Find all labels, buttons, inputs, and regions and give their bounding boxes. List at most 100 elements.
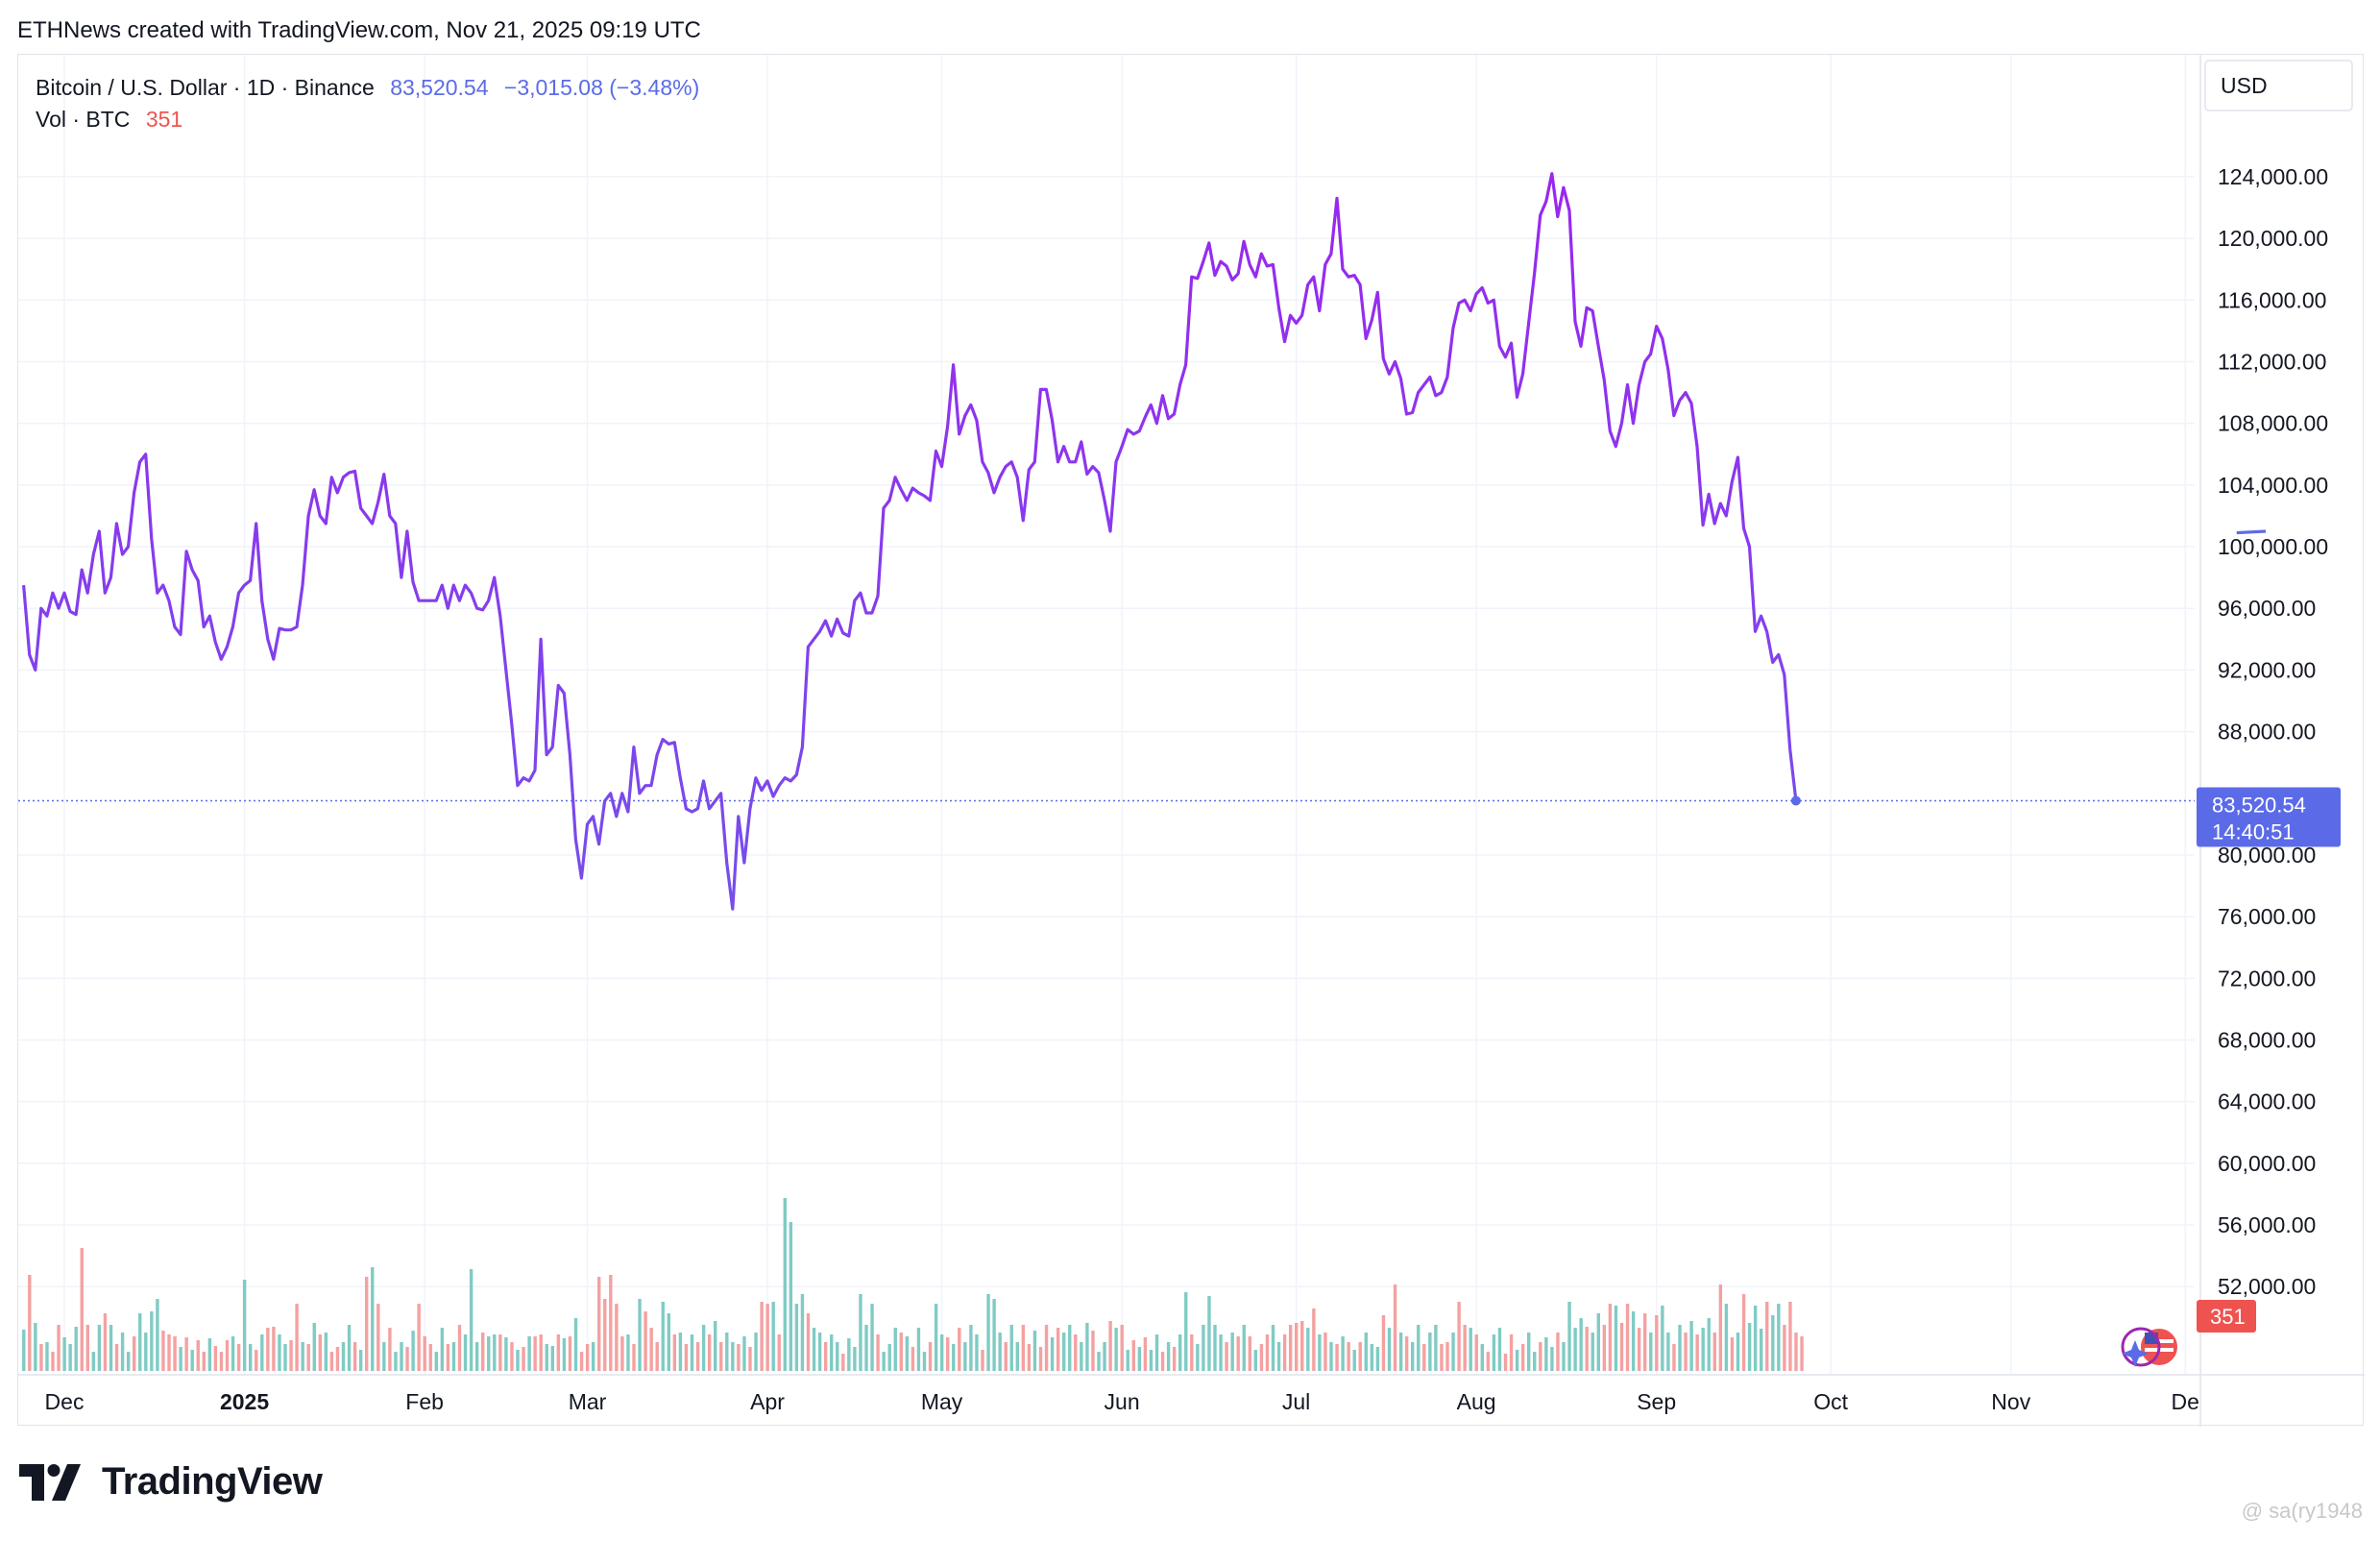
symbol-title[interactable]: Bitcoin / U.S. Dollar · 1D · Binance bbox=[36, 75, 375, 100]
volume-bar bbox=[1225, 1342, 1228, 1371]
volume-bar bbox=[347, 1325, 352, 1371]
price-chart[interactable]: 124,000.00 120,000.00 116,000.00 112,000.00… bbox=[18, 55, 2365, 1427]
currency-box[interactable] bbox=[2204, 60, 2353, 111]
volume-bar bbox=[958, 1328, 961, 1371]
y-tick-label: 72,000.00 bbox=[2218, 966, 2316, 991]
volume-bar bbox=[731, 1342, 735, 1371]
volume-bar bbox=[1004, 1342, 1008, 1371]
volume-bar bbox=[1236, 1336, 1240, 1371]
volume-bar bbox=[423, 1336, 426, 1371]
volume-bar bbox=[1544, 1337, 1548, 1371]
volume-bar bbox=[1451, 1333, 1455, 1371]
volume-bar bbox=[1643, 1313, 1647, 1371]
volume-bar bbox=[225, 1340, 230, 1371]
volume-bar bbox=[341, 1342, 346, 1371]
volume-bar bbox=[1074, 1334, 1078, 1371]
volume-bar bbox=[1364, 1333, 1368, 1371]
volume-bar bbox=[1398, 1333, 1403, 1371]
x-tick-label: Dec bbox=[45, 1389, 85, 1414]
volume-bar bbox=[626, 1334, 630, 1371]
x-tick-label: May bbox=[921, 1389, 963, 1414]
volume-bar bbox=[1550, 1347, 1554, 1371]
volume-bar bbox=[1282, 1334, 1287, 1371]
volume-bar bbox=[899, 1333, 903, 1371]
volume-bar bbox=[783, 1198, 787, 1371]
volume-bar bbox=[1567, 1302, 1571, 1371]
volume-bar bbox=[22, 1330, 26, 1371]
volume-bar bbox=[1701, 1328, 1705, 1371]
volume-bar bbox=[1434, 1325, 1438, 1371]
volume-bar bbox=[1684, 1333, 1688, 1371]
volume-bar bbox=[1172, 1347, 1177, 1371]
volume-bar bbox=[504, 1337, 508, 1371]
volume-bar bbox=[74, 1327, 78, 1371]
volume-bar bbox=[144, 1333, 148, 1371]
volume-bar bbox=[365, 1277, 369, 1371]
time-axis[interactable]: Dec 2025 Feb Mar Apr May Jun Jul Aug Sep Oct Nov De bbox=[45, 1389, 2199, 1414]
volume-bar bbox=[318, 1334, 322, 1371]
volume-bar bbox=[1678, 1325, 1682, 1371]
volume-bar bbox=[992, 1299, 996, 1371]
volume-bar bbox=[371, 1267, 375, 1371]
volume-bar bbox=[690, 1334, 694, 1371]
volume-bar bbox=[986, 1294, 990, 1371]
tradingview-logo[interactable]: TradingView bbox=[19, 1460, 323, 1504]
volume-bar bbox=[1579, 1318, 1583, 1371]
volume-bar bbox=[928, 1342, 933, 1371]
volume-bar bbox=[934, 1304, 938, 1371]
volume-bar bbox=[870, 1304, 874, 1371]
volume-bar bbox=[190, 1350, 194, 1371]
chart-frame[interactable]: 124,000.00 120,000.00 116,000.00 112,000.00… bbox=[17, 54, 2365, 1427]
volume-bar bbox=[1329, 1342, 1333, 1371]
volume-bar bbox=[812, 1328, 816, 1371]
volume-bar bbox=[39, 1344, 43, 1371]
price-line[interactable] bbox=[22, 172, 1798, 911]
volume-bar bbox=[806, 1313, 811, 1371]
currency-label[interactable]: USD bbox=[2221, 73, 2268, 98]
volume-bar bbox=[1143, 1337, 1148, 1371]
volume-bar bbox=[1712, 1333, 1716, 1371]
volume-bar bbox=[1724, 1304, 1729, 1371]
volume-bar bbox=[1021, 1325, 1026, 1371]
volume-bar bbox=[714, 1321, 717, 1371]
volume-bar bbox=[138, 1313, 142, 1371]
volume-bar bbox=[522, 1347, 525, 1371]
volume-bar bbox=[911, 1347, 915, 1371]
volume-tag-value: 351 bbox=[2210, 1305, 2246, 1329]
volume-bar bbox=[1527, 1333, 1531, 1371]
volume-bar bbox=[463, 1334, 468, 1371]
volume-bar bbox=[85, 1325, 89, 1371]
y-tick-label: 124,000.00 bbox=[2218, 164, 2328, 189]
volume-bar bbox=[1492, 1334, 1496, 1371]
volume-bar bbox=[1248, 1336, 1251, 1371]
volume-bar bbox=[1341, 1336, 1345, 1371]
volume-label[interactable]: Vol · BTC bbox=[36, 107, 131, 132]
volume-bar bbox=[1445, 1342, 1449, 1371]
volume-bar bbox=[585, 1344, 590, 1371]
volume-bar bbox=[742, 1336, 746, 1371]
volume-bar bbox=[527, 1336, 531, 1371]
volume-bar bbox=[946, 1337, 950, 1371]
volume-bar bbox=[91, 1352, 96, 1371]
volume-bar bbox=[1347, 1342, 1350, 1371]
volume-bar bbox=[301, 1342, 304, 1371]
volume-bar bbox=[207, 1338, 212, 1371]
volume-bar bbox=[278, 1334, 281, 1371]
volume-bar bbox=[969, 1325, 973, 1371]
volume-bar bbox=[335, 1347, 340, 1371]
volume-bar bbox=[446, 1344, 450, 1371]
volume-bar bbox=[1370, 1344, 1374, 1371]
volume-bar bbox=[1573, 1328, 1577, 1371]
volume-bar bbox=[1230, 1333, 1234, 1371]
sparkle-icon[interactable] bbox=[2121, 1327, 2161, 1367]
price-axis[interactable]: 124,000.00 120,000.00 116,000.00 112,000.00… bbox=[2218, 164, 2328, 1299]
volume-bar bbox=[754, 1333, 758, 1371]
volume-bar bbox=[952, 1344, 956, 1371]
volume-bar bbox=[411, 1331, 415, 1371]
volume-bar bbox=[1765, 1302, 1769, 1371]
volume-bar bbox=[260, 1334, 264, 1371]
volume-bar bbox=[836, 1342, 839, 1371]
x-tick-label: Aug bbox=[1457, 1389, 1496, 1414]
volume-bar bbox=[1114, 1328, 1118, 1371]
forward-segment bbox=[2236, 529, 2267, 535]
